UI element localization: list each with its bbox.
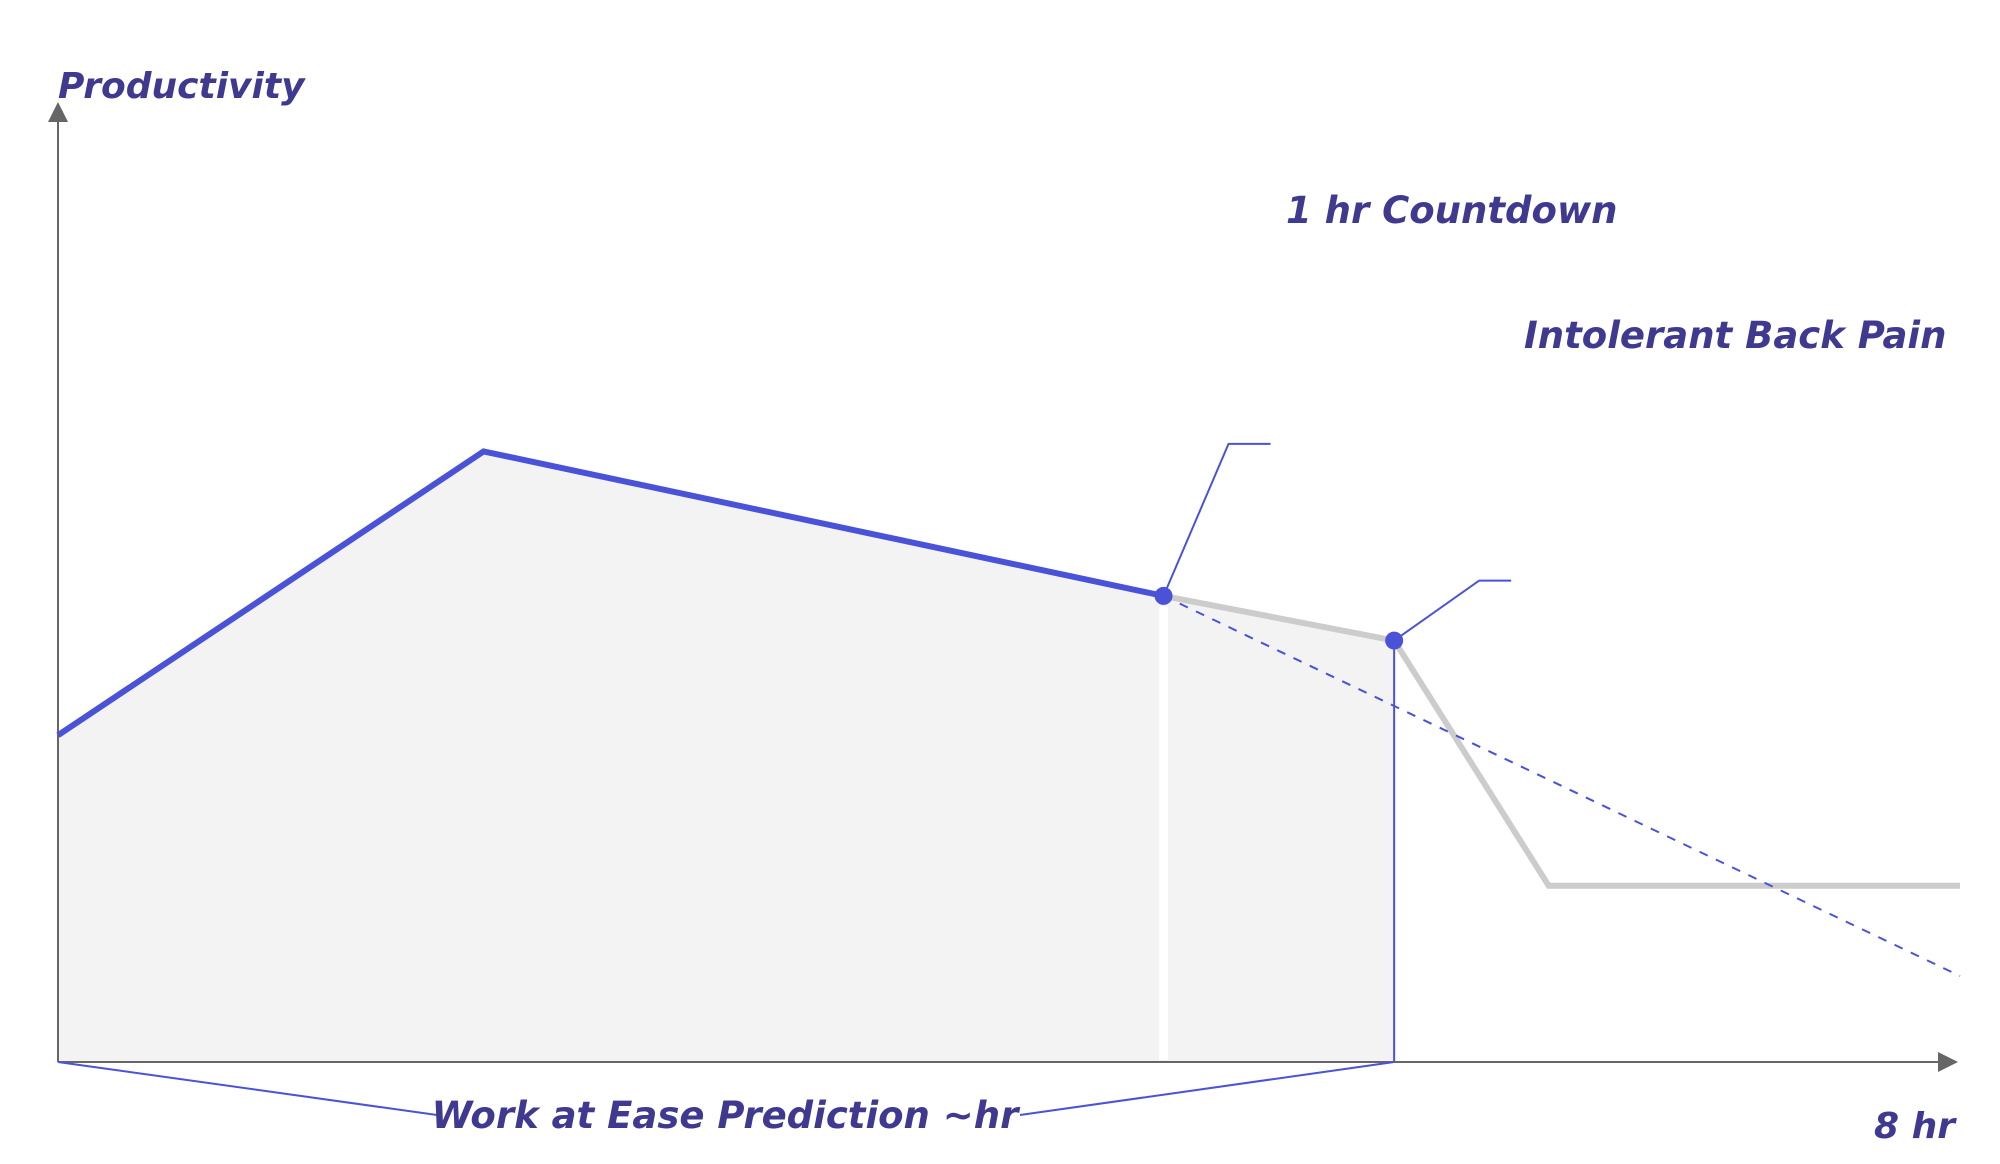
x-axis-end-label: 8 hr [1874,1106,1957,1147]
y-axis-label: Productivity [58,66,306,107]
back-pain-annotation-label: Intolerant Back Pain [1524,314,1946,357]
range-leader-left [57,1061,438,1116]
back-pain-marker [1385,631,1404,650]
countdown-marker [1154,586,1173,605]
range-leader-right [1019,1061,1395,1116]
shaded-area [58,451,1395,1062]
series-dashed-projection [1163,594,1961,977]
countdown-leader-line [1162,442,1271,597]
series-accent-line [56,448,1165,738]
back-pain-leader-line [1393,579,1512,642]
series-gray-line [1162,592,1960,889]
countdown-annotation-label: 1 hr Countdown [1286,189,1617,232]
range-label: Work at Ease Prediction ~hr [432,1094,1021,1137]
